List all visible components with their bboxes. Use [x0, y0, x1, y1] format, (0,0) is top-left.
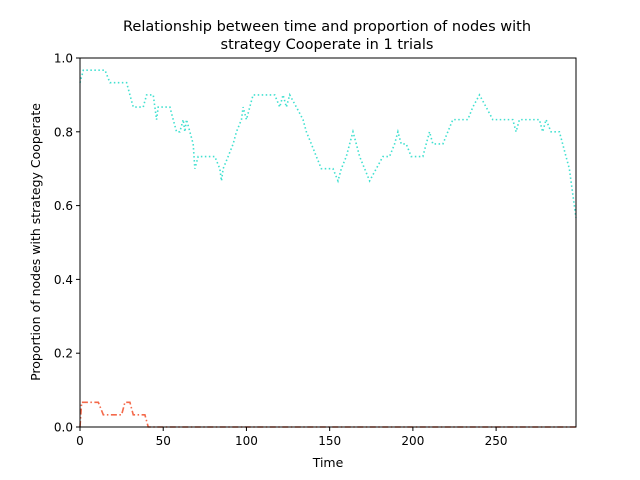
- series-line-2: [79, 401, 576, 428]
- y-tick-label: 1.0: [54, 52, 73, 66]
- y-axis: 0.0 0.2 0.4 0.6 0.8 1.0: [54, 52, 80, 435]
- x-tick-label: 0: [76, 434, 84, 448]
- y-tick-label: 0.8: [54, 125, 73, 139]
- chart-title-line-1: Relationship between time and proportion…: [123, 19, 531, 35]
- x-axis-label: Time: [312, 455, 344, 470]
- y-axis-label: Proportion of nodes with strategy Cooper…: [28, 103, 43, 381]
- y-tick-label: 0.0: [54, 421, 73, 435]
- series-line-1: [79, 69, 577, 218]
- series-layer: [79, 69, 577, 428]
- y-tick-label: 0.4: [54, 273, 73, 287]
- chart-title-line-2: strategy Cooperate in 1 trials: [221, 37, 434, 53]
- y-tick-label: 0.6: [54, 199, 73, 213]
- x-tick-label: 200: [401, 434, 424, 448]
- x-tick-label: 50: [156, 434, 171, 448]
- x-tick-label: 250: [485, 434, 508, 448]
- y-tick-label: 0.2: [54, 347, 73, 361]
- x-tick-label: 100: [235, 434, 258, 448]
- plot-frame: [79, 57, 577, 428]
- x-tick-label: 150: [318, 434, 341, 448]
- x-axis: 0 50 100 150 200 250: [76, 427, 508, 448]
